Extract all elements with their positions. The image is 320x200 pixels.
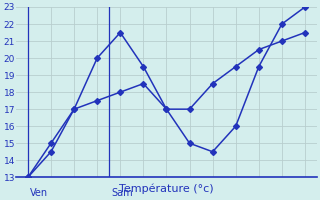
Text: Ven: Ven	[30, 188, 48, 198]
X-axis label: Température (°c): Température (°c)	[119, 184, 214, 194]
Text: Sam: Sam	[111, 188, 133, 198]
